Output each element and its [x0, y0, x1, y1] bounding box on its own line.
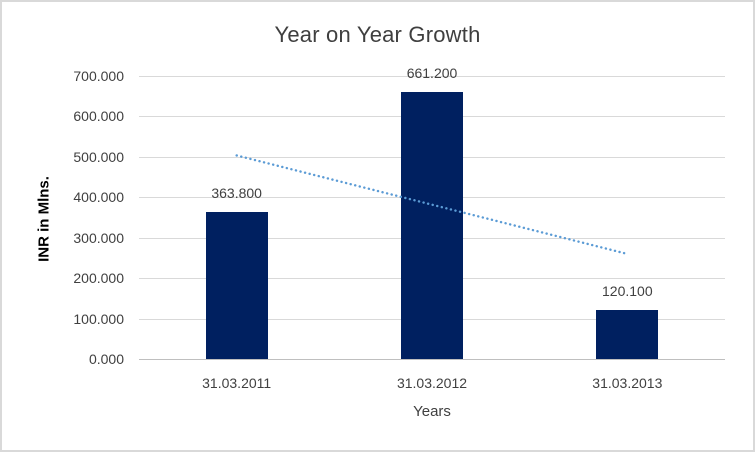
bar [401, 91, 463, 359]
y-tick-label: 500.000 [73, 149, 124, 165]
y-tick-label: 700.000 [73, 68, 124, 84]
x-tick-label: 31.03.2013 [592, 375, 663, 391]
x-axis-title: Years [413, 403, 451, 420]
bar-value-label: 363.800 [211, 184, 262, 201]
gridline [139, 76, 725, 77]
y-tick-label: 200.000 [73, 270, 124, 286]
chart-title: Year on Year Growth [274, 22, 481, 47]
x-axis-line [139, 359, 725, 360]
bar [596, 310, 659, 359]
y-tick-label: 400.000 [73, 189, 124, 205]
bar-value-label: 120.100 [602, 283, 653, 300]
y-tick-label: 0.000 [88, 351, 124, 367]
x-tick-label: 31.03.2012 [396, 375, 468, 391]
x-tick-label: 31.03.2011 [202, 375, 272, 391]
y-tick-label: 600.000 [73, 108, 124, 124]
y-tick-label: 100.000 [73, 311, 124, 327]
bar [205, 211, 268, 359]
bar-value-label: 661.200 [406, 64, 458, 81]
y-tick-label: 300.000 [73, 230, 124, 246]
